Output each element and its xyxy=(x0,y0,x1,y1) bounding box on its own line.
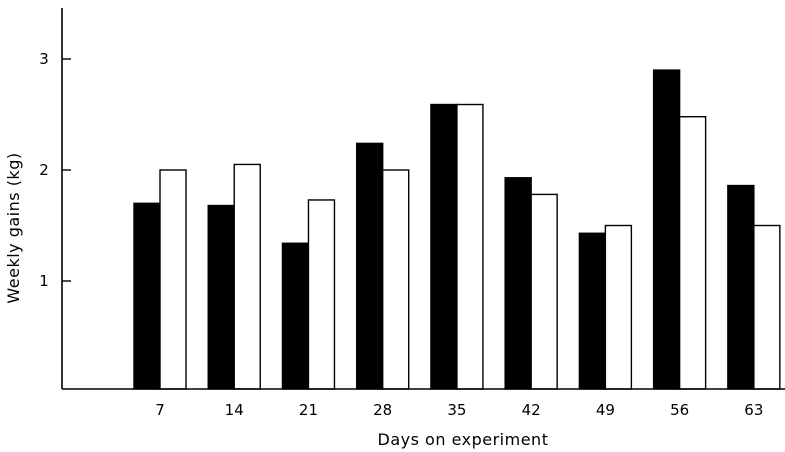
bar-49-black xyxy=(578,232,607,390)
x-tick-label-7: 7 xyxy=(155,401,165,419)
y-ticks-group: 1 2 3 xyxy=(39,50,71,290)
x-tick-label-56: 56 xyxy=(670,401,689,419)
bar-14-white xyxy=(233,163,261,390)
x-tick-label-14: 14 xyxy=(225,401,244,419)
y-tick-label-1: 1 xyxy=(39,272,49,290)
y-tick-label-2: 2 xyxy=(39,161,49,179)
x-ticks-group: 7 14 21 28 35 42 49 56 63 xyxy=(155,401,763,419)
x-axis-label: Days on experiment xyxy=(378,430,549,449)
x-tick-label-42: 42 xyxy=(522,401,541,419)
bars-group xyxy=(133,69,781,390)
bar-56-white xyxy=(678,116,707,390)
bar-35-white xyxy=(456,103,484,390)
x-tick-label-35: 35 xyxy=(447,401,466,419)
y-tick-label-3: 3 xyxy=(39,50,49,68)
y-axis-label: Weekly gains (kg) xyxy=(4,152,23,303)
bar-56-black xyxy=(652,69,681,390)
bar-63-black xyxy=(727,184,755,390)
x-tick-label-63: 63 xyxy=(744,401,763,419)
bar-21-white xyxy=(307,199,336,390)
bar-21-black xyxy=(281,242,310,390)
bar-28-white xyxy=(381,169,410,390)
bar-42-black xyxy=(504,177,532,390)
x-tick-label-49: 49 xyxy=(596,401,615,419)
bar-49-white xyxy=(604,224,633,390)
bar-42-white xyxy=(530,193,558,390)
bar-7-white xyxy=(159,169,187,390)
bar-28-black xyxy=(355,142,384,390)
x-tick-label-21: 21 xyxy=(299,401,318,419)
bar-35-black xyxy=(430,103,458,390)
x-tick-label-28: 28 xyxy=(373,401,392,419)
bar-7-black xyxy=(133,202,161,390)
bar-63-white xyxy=(753,224,781,390)
bar-14-black xyxy=(207,204,235,390)
